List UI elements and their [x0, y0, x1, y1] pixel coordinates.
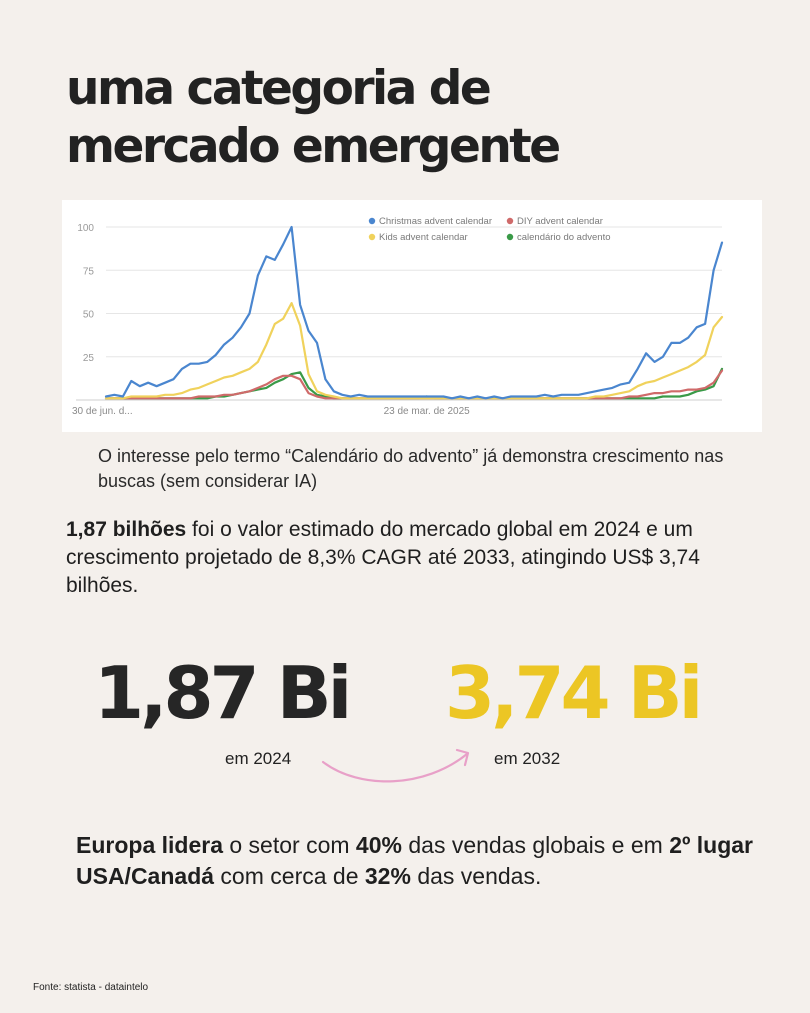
source-note: Fonte: statista - dataintelo — [33, 982, 149, 993]
region-text-part: com cerca de — [214, 863, 365, 889]
stat-2032-label: em 2032 — [494, 749, 561, 768]
legend-marker-icon — [506, 233, 514, 241]
legend-label: Kids advent calendar — [379, 232, 468, 243]
region-leader: Europa lidera — [76, 832, 223, 858]
legend-marker-icon — [506, 217, 514, 225]
region-text-part: o setor com — [222, 832, 356, 858]
legend-label: calendário do advento — [517, 232, 611, 243]
growth-arrow-icon — [321, 748, 470, 783]
y-tick-label: 100 — [77, 223, 94, 234]
region-text-part: das vendas. — [410, 863, 542, 889]
series-line — [104, 369, 724, 400]
trends-chart: 100 75 50 25 30 de jun. d... 23 de mar. de 20… — [62, 200, 762, 432]
region-description: Europa lidera o setor com 40% das vendas… — [76, 830, 756, 892]
europe-share: 40% — [355, 832, 402, 858]
region-text-part: das vendas globais e em — [401, 832, 670, 858]
market-description-rest: foi o valor estimado do mercado global e… — [66, 518, 700, 597]
second-place-region: 2º lugar USA/Canadá — [76, 832, 754, 889]
series-line — [104, 225, 724, 400]
trends-chart-svg: 100 75 50 25 30 de jun. d... 23 de mar. de 20… — [72, 216, 724, 417]
title-line-2: mercado emergente — [66, 119, 561, 174]
legend-label: DIY advent calendar — [517, 216, 603, 227]
chart-caption: O interesse pelo termo “Calendário do ad… — [98, 446, 724, 491]
stat-2024-value: 1,87 Bi — [94, 651, 352, 735]
title-line-1: uma categoria de — [66, 61, 492, 116]
market-value-highlight: 1,87 bilhões — [66, 518, 187, 541]
y-tick-label: 75 — [83, 266, 95, 277]
y-tick-label: 50 — [83, 310, 95, 321]
market-description: 1,87 bilhões foi o valor estimado do mer… — [66, 516, 756, 600]
x-tick-label: 23 de mar. de 2025 — [384, 406, 471, 417]
y-tick-label: 25 — [83, 353, 95, 364]
x-tick-label: 30 de jun. d... — [72, 406, 133, 417]
series-line — [104, 301, 724, 400]
usa-canada-share: 32% — [364, 863, 411, 889]
legend-label: Christmas advent calendar — [379, 216, 492, 227]
legend-marker-icon — [368, 217, 376, 225]
page-title: uma categoria de mercado emergente — [66, 60, 766, 176]
legend-marker-icon — [368, 233, 376, 241]
stat-2024-label: em 2024 — [225, 749, 292, 768]
stat-2032-value: 3,74 Bi — [445, 651, 703, 735]
